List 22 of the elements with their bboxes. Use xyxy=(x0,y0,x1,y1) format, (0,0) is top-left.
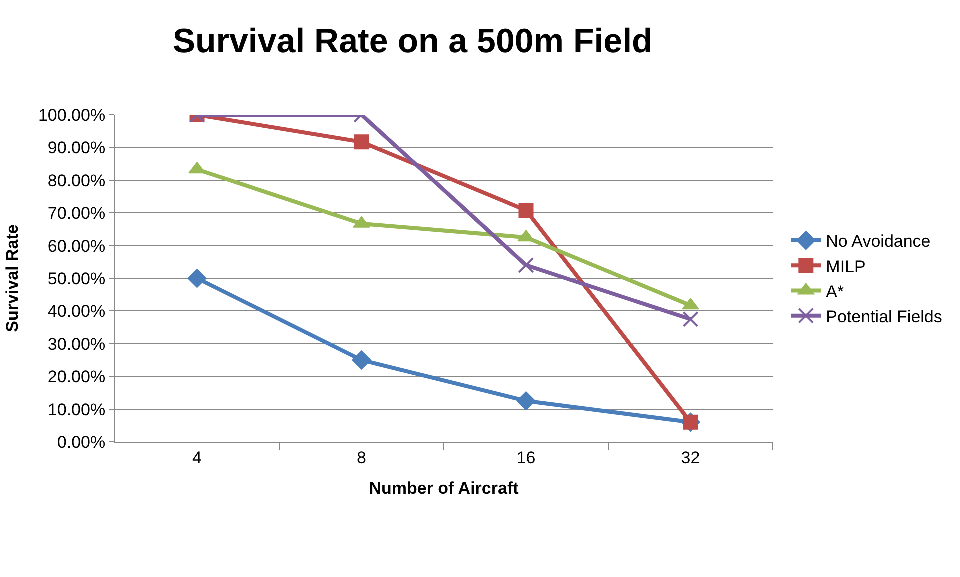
y-tick-label: 60.00% xyxy=(48,236,106,256)
legend-label: MILP xyxy=(826,257,866,276)
y-tick-label: 30.00% xyxy=(48,334,106,354)
y-tick-label: 90.00% xyxy=(48,138,106,158)
x-axis-title: Number of Aircraft xyxy=(369,478,520,498)
y-tick-label: 40.00% xyxy=(48,302,106,322)
x-tick-label: 16 xyxy=(516,448,536,468)
legend-label: Potential Fields xyxy=(826,307,942,326)
y-axis-title: Survival Rate xyxy=(3,224,22,332)
y-tick-label: 20.00% xyxy=(48,368,106,387)
y-tick-label: 10.00% xyxy=(48,400,106,420)
y-tick-label: 0.00% xyxy=(57,432,106,452)
y-tick-label: 100.00% xyxy=(38,106,106,125)
y-tick-label: 70.00% xyxy=(48,204,106,224)
y-tick-label: 80.00% xyxy=(48,171,106,190)
chart-title: Survival Rate on a 500m Field xyxy=(172,22,653,61)
y-tick-label: 50.00% xyxy=(48,269,106,288)
legend-label: A* xyxy=(826,282,844,302)
x-tick-label: 8 xyxy=(357,448,366,468)
x-tick-label: 32 xyxy=(681,448,700,468)
x-tick-label: 4 xyxy=(192,448,202,468)
legend-label: No Avoidance xyxy=(826,232,931,252)
